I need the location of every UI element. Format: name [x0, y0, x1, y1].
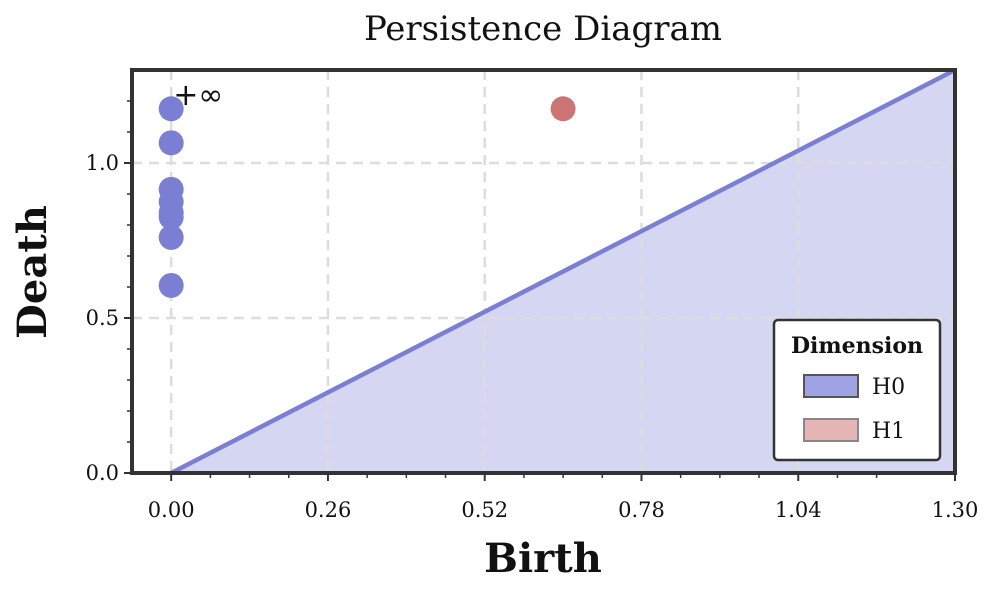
x-tick-label-4: 1.04: [775, 498, 822, 522]
x-tick-label-0: 0.00: [148, 498, 195, 522]
y-tick-label-1: 0.5: [86, 306, 119, 330]
point-h0-0: [158, 96, 184, 122]
legend-label-h0: H0: [872, 375, 905, 400]
point-h0-6: [158, 224, 184, 250]
point-h0-5: [158, 204, 184, 230]
legend-swatch-h0: [803, 374, 859, 398]
y-tick-label-0: 0.0: [86, 461, 119, 485]
x-tick-label-5: 1.30: [932, 498, 979, 522]
legend: Dimension H0 H1: [772, 318, 942, 462]
point-h1-0: [550, 96, 576, 122]
x-tick-label-1: 0.26: [305, 498, 352, 522]
legend-swatch-h1: [803, 418, 859, 442]
diagonal-line: [170, 67, 957, 476]
x-tick-label-2: 0.52: [461, 498, 508, 522]
grid: [132, 70, 955, 473]
chart-title: Persistence Diagram: [364, 9, 722, 49]
legend-title: Dimension: [791, 333, 923, 359]
y-tick-label-2: 1.0: [86, 151, 119, 175]
y-axis-label: Death: [9, 205, 56, 339]
point-h0-7: [158, 272, 184, 298]
data-points: [158, 96, 576, 298]
axis-ticks: 0.00 0.26 0.52 0.78 1.04 1.30 0.0 0.5 1.0: [86, 100, 979, 522]
plot-frame: [130, 68, 957, 475]
x-axis-label: Birth: [484, 535, 602, 582]
x-tick-label-3: 0.78: [618, 498, 665, 522]
point-h0-1: [158, 130, 184, 156]
legend-label-h1: H1: [872, 419, 905, 444]
infinity-label: +∞: [173, 78, 223, 113]
plot-area: 0.00 0.26 0.52 0.78 1.04 1.30 0.0 0.5 1.0 +∞: [86, 67, 979, 522]
